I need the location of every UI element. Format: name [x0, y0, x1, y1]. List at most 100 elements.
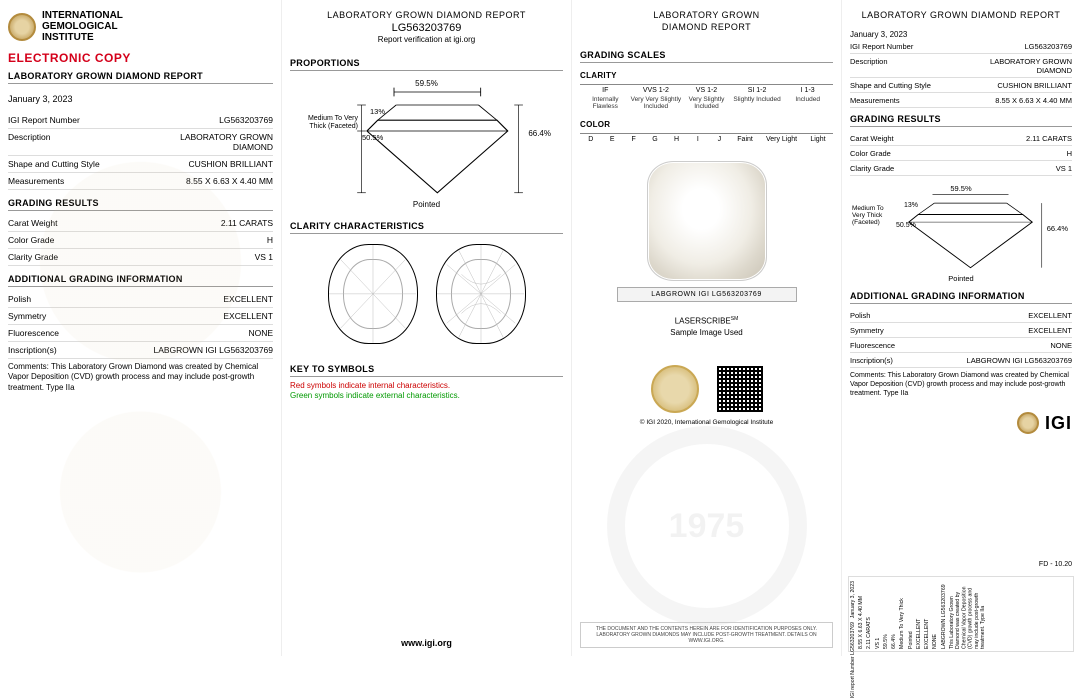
- report-date: January 3, 2023: [8, 94, 273, 104]
- igi-logo-strip: IGI: [850, 412, 1072, 434]
- kv-description: DescriptionLABORATORY GROWN DIAMOND: [850, 54, 1072, 78]
- scale-item: J: [709, 136, 730, 143]
- prop-table-pct: 59.5%: [415, 79, 438, 88]
- kv-label: Polish: [850, 311, 870, 320]
- kv-label: Shape and Cutting Style: [8, 159, 100, 169]
- kv-label: Polish: [8, 294, 31, 304]
- scale-item: F: [623, 136, 644, 143]
- electronic-copy-stamp: ELECTRONIC COPY: [8, 51, 273, 65]
- kv-carat: Carat Weight 2.11 CARATS: [8, 215, 273, 232]
- kv-value: LG563203769: [219, 115, 273, 125]
- ghost-seal-watermark: 1975: [607, 426, 807, 626]
- prop-table-pct: 59.5%: [950, 184, 971, 193]
- scale-item: I: [687, 136, 708, 143]
- panel-proportions: LABORATORY GROWN DIAMOND REPORT LG563203…: [282, 0, 572, 656]
- kv-polish: Polish EXCELLENT: [8, 291, 273, 308]
- igi-seal-icon: [651, 365, 699, 413]
- prop-depth-pct: 66.4%: [528, 129, 551, 138]
- kv-label: Inscription(s): [850, 356, 893, 365]
- scale-item: Faint: [730, 136, 760, 143]
- kv-inscription: Inscription(s)LABGROWN IGI LG563203769: [8, 342, 273, 359]
- panel-grading-scales: 1975 LABORATORY GROWN DIAMOND REPORT GRA…: [572, 0, 842, 656]
- strip-table: 59.5%: [882, 577, 890, 651]
- institute-name: INTERNATIONAL GEMOLOGICAL INSTITUTE: [42, 10, 123, 43]
- scale-desc: Included: [782, 96, 833, 110]
- clarity-char-title: CLARITY CHARACTERISTICS: [290, 221, 563, 234]
- kv-value: CUSHION BRILLIANT: [997, 81, 1072, 90]
- footer-url: www.igi.org: [282, 638, 571, 648]
- kv-fluorescence: FluorescenceNONE: [850, 338, 1072, 353]
- panel-details: INTERNATIONAL GEMOLOGICAL INSTITUTE ELEC…: [0, 0, 282, 656]
- prop-girdle-label: Medium To Very Thick (Faceted): [852, 206, 898, 226]
- clarity-scale-title: CLARITY: [580, 71, 833, 80]
- kv-polish: PolishEXCELLENT: [850, 308, 1072, 323]
- color-scale-title: COLOR: [580, 120, 833, 129]
- kv-color: Color GradeH: [850, 146, 1072, 161]
- strip-culet: Pointed: [907, 577, 915, 651]
- p2-header: LABORATORY GROWN DIAMOND REPORT: [290, 10, 563, 20]
- strip-comments: This Laboratory Grown Diamond was create…: [948, 577, 988, 651]
- strip-fluor: NONE: [931, 577, 939, 651]
- kv-label: Inscription(s): [8, 345, 57, 355]
- p2-number: LG563203769: [290, 22, 563, 34]
- igi-text: IGI: [1045, 413, 1072, 434]
- prop-pavilion-pct: 50.5%: [362, 133, 383, 142]
- strip-clarity: VS 1: [874, 577, 882, 651]
- qr-code-icon: [717, 366, 763, 412]
- kv-label: Shape and Cutting Style: [850, 81, 931, 90]
- clarity-oval-top: [328, 244, 418, 344]
- kv-label: Measurements: [8, 176, 64, 186]
- comments: Comments: This Laboratory Grown Diamond …: [8, 362, 273, 393]
- scale-item: Light: [803, 136, 833, 143]
- report-title: LABORATORY GROWN DIAMOND REPORT: [8, 71, 273, 84]
- kv-value: 2.11 CARATS: [221, 218, 273, 228]
- inscription-strip: LABGROWN IGI LG563203769: [617, 287, 797, 302]
- scale-item: SI 1-2: [732, 87, 783, 94]
- kv-description: DescriptionLABORATORY GROWN DIAMOND: [8, 129, 273, 156]
- clarity-oval-bottom: [436, 244, 526, 344]
- prop-crown-pct: 13%: [904, 202, 918, 209]
- igi-seal-icon: [8, 13, 36, 41]
- seal-qr-row: [580, 365, 833, 413]
- kv-value: VS 1: [1056, 164, 1072, 173]
- sample-image-label: Sample Image Used: [580, 328, 833, 337]
- strip-date: January 3, 2023: [849, 579, 857, 620]
- kv-value: 2.11 CARATS: [1026, 134, 1072, 143]
- grading-results-title: GRADING RESULTS: [8, 198, 273, 211]
- p3-header1: LABORATORY GROWN: [580, 10, 833, 20]
- kv-report-number: IGI Report NumberLG563203769: [850, 39, 1072, 54]
- scale-desc: Very Slightly Included: [681, 96, 732, 110]
- kv-label: Clarity Grade: [8, 252, 58, 262]
- scale-item: Very Light: [760, 136, 803, 143]
- grading-results-title: GRADING RESULTS: [850, 114, 1072, 127]
- diamond-profile-icon: [302, 79, 551, 209]
- facet-lines-icon: [329, 245, 417, 343]
- additional-title: ADDITIONAL GRADING INFORMATION: [850, 291, 1072, 304]
- grading-scales-title: GRADING SCALES: [580, 50, 833, 63]
- key-symbols-title: KEY TO SYMBOLS: [290, 364, 563, 377]
- kv-label: Clarity Grade: [850, 164, 894, 173]
- kv-value: LABORATORY GROWN DIAMOND: [990, 57, 1072, 75]
- scale-item: D: [580, 136, 601, 143]
- kv-value: EXCELLENT: [223, 294, 273, 304]
- scale-item: IF: [580, 87, 631, 94]
- kv-label: Color Grade: [850, 149, 891, 158]
- kv-label: Color Grade: [8, 235, 54, 245]
- kv-shape: Shape and Cutting StyleCUSHION BRILLIANT: [8, 156, 273, 173]
- laserscribe-text: LASERSCRIBE: [675, 317, 731, 326]
- disclaimer: THE DOCUMENT AND THE CONTENTS HEREIN ARE…: [580, 622, 833, 648]
- scale-desc: Very Very Slightly Included: [631, 96, 682, 110]
- kv-measurements: Measurements8.55 X 6.63 X 4.40 MM: [850, 93, 1072, 108]
- kv-label: Carat Weight: [8, 218, 57, 228]
- kv-value: LABGROWN IGI LG563203769: [967, 356, 1072, 365]
- igi-seal-icon: [1017, 412, 1039, 434]
- kv-symmetry: SymmetryEXCELLENT: [850, 323, 1072, 338]
- kv-value: EXCELLENT: [1028, 326, 1072, 335]
- laserscribe-label: LASERSCRIBESM: [580, 316, 833, 326]
- kv-inscription: Inscription(s) LABGROWN IGI LG563203769: [850, 353, 1072, 368]
- kv-carat: Carat Weight2.11 CARATS: [850, 131, 1072, 146]
- prop-depth-pct: 66.4%: [1047, 224, 1068, 233]
- proportions-diagram: 59.5% Medium To Very Thick (Faceted) 13%…: [302, 79, 551, 209]
- logo-row: INTERNATIONAL GEMOLOGICAL INSTITUTE: [8, 10, 273, 43]
- kv-value: NONE: [248, 328, 273, 338]
